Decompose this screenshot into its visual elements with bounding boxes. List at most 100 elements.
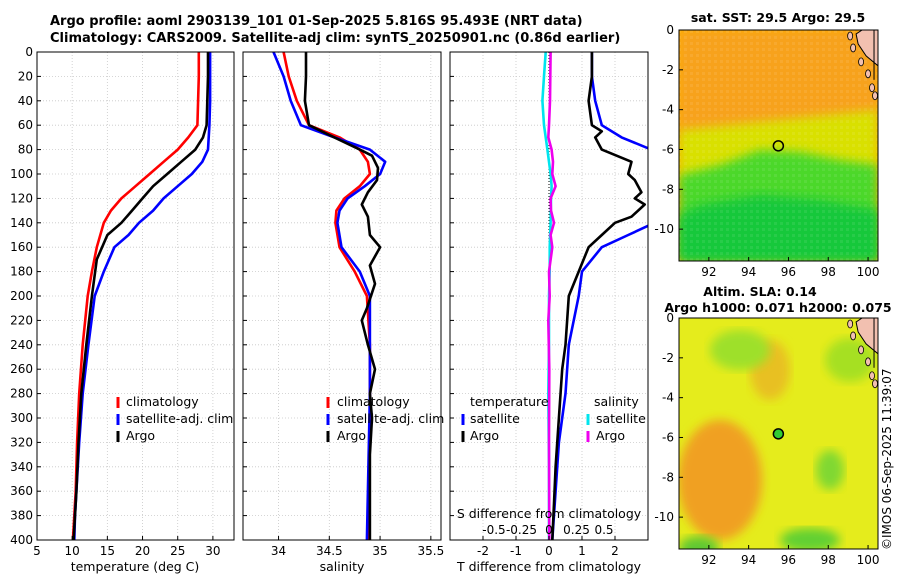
x-tick-label: 20 xyxy=(135,544,150,558)
series-clip xyxy=(541,52,648,540)
lat-tick-label: 0 xyxy=(666,311,674,325)
depth-tick-label: 340 xyxy=(10,460,33,474)
depth-tick-label: 300 xyxy=(10,411,33,425)
x-tick-label: -1 xyxy=(510,544,522,558)
series-clip xyxy=(71,52,212,540)
series-line-t-satellite xyxy=(551,52,648,540)
s-diff-tick-label: 0.25 xyxy=(563,523,590,537)
lat-tick-label: 0 xyxy=(666,23,674,37)
lon-tick-label: 94 xyxy=(741,265,756,279)
salinity-legend: climatology satellite-adj. clim Argo xyxy=(326,394,444,443)
lon-tick-label: 92 xyxy=(701,265,716,279)
series-line-climatology xyxy=(71,52,201,540)
sla-map-subtitle: Argo h1000: 0.071 h2000: 0.075 xyxy=(664,300,891,315)
lon-tick-label: 100 xyxy=(857,265,880,279)
depth-tick-label: 120 xyxy=(10,191,33,205)
sla-map-title: Altim. SLA: 0.14 xyxy=(703,284,817,299)
legend-s-satellite-label: satellite xyxy=(596,411,646,426)
temperature-frame xyxy=(36,51,235,541)
x-tick-label: 1 xyxy=(578,544,586,558)
legend-climatology-label: climatology xyxy=(126,394,199,409)
legend-satellite-label: satellite-adj. clim xyxy=(337,411,444,426)
x-tick-label: 34 xyxy=(271,544,286,558)
island xyxy=(872,91,878,101)
sst-map-ticks: 92 94 96 98 100 0 -2 -4 -6 -8 -10 xyxy=(654,23,879,279)
series-line-satellite-adj-clim xyxy=(272,52,387,540)
depth-tick-label: 400 xyxy=(10,533,33,547)
island xyxy=(869,371,875,381)
legend-t-argo-label: Argo xyxy=(470,428,499,443)
island xyxy=(865,69,871,79)
depth-tick-label: 320 xyxy=(10,435,33,449)
depth-tick-label: 280 xyxy=(10,387,33,401)
island xyxy=(850,331,857,341)
depth-tick-label: 60 xyxy=(18,118,33,132)
series-line-s-argo xyxy=(546,52,557,540)
sumatra-coast xyxy=(855,29,879,67)
island xyxy=(858,57,864,67)
x-tick-label: 34.5 xyxy=(316,544,343,558)
legend-salinity-heading: salinity xyxy=(594,394,639,409)
x-tick-label: 0 xyxy=(545,544,553,558)
lat-tick-label: -10 xyxy=(654,222,674,236)
lat-tick-label: -8 xyxy=(662,470,674,484)
salinity-panel: 34 34.5 35 35.5 salinity climatology satell… xyxy=(242,51,444,574)
sst-map-title: sat. SST: 29.5 Argo: 29.5 xyxy=(691,10,865,25)
difference-ticks: -2 -1 0 1 2 xyxy=(450,51,619,558)
figure-title-line1: Argo profile: aoml 2903139_101 01-Sep-20… xyxy=(50,14,583,29)
island xyxy=(872,379,878,389)
lon-tick-label: 96 xyxy=(781,265,796,279)
series-clip xyxy=(272,52,387,540)
x-tick-label: -2 xyxy=(477,544,489,558)
temperature-grid xyxy=(36,51,234,541)
sst-map: sat. SST: 29.5 Argo: 29.5 92 94 96 98 100 0 -2… xyxy=(654,10,879,279)
sdiff-xlabel: S difference from climatology xyxy=(457,506,642,521)
difference-legend: temperature satellite Argo salinity sate… xyxy=(461,394,646,443)
sla-map-ticks: 92 94 96 98 100 0 -2 -4 -6 -8 -10 xyxy=(654,311,879,567)
depth-tick-label: 160 xyxy=(10,240,33,254)
lon-tick-label: 100 xyxy=(857,553,880,567)
salinity-diff-ticks: -0.5 -0.25 0 0.25 0.5 xyxy=(482,523,613,537)
lat-tick-label: -4 xyxy=(662,391,674,405)
series-line-t-argo xyxy=(551,52,647,540)
x-tick-label: 35.5 xyxy=(417,544,444,558)
depth-tick-label: 0 xyxy=(25,45,33,59)
temperature-ticks: 0 20 40 60 80 100 120 140 160 180 200 220 240 260 280 3… xyxy=(10,45,220,558)
series-line-climatology xyxy=(282,52,372,540)
sla-map: Altim. SLA: 0.14 Argo h1000: 0.071 h2000… xyxy=(654,284,891,567)
temperature-xlabel: temperature (deg C) xyxy=(71,559,200,574)
s-diff-tick-label: 0 xyxy=(545,523,553,537)
depth-tick-label: 20 xyxy=(18,69,33,83)
legend-temperature-heading: temperature xyxy=(470,394,549,409)
depth-tick-label: 360 xyxy=(10,484,33,498)
legend-climatology-label: climatology xyxy=(337,394,410,409)
legend-t-satellite-label: satellite xyxy=(470,411,520,426)
imos-credit: ©IMOS 06-Sep-2025 11:39:07 xyxy=(880,368,894,550)
island xyxy=(847,31,854,41)
legend-satellite-label: satellite-adj. clim xyxy=(126,411,233,426)
figure-title-line2: Climatology: CARS2009. Satellite-adj cli… xyxy=(50,31,621,46)
depth-tick-label: 180 xyxy=(10,265,33,279)
island xyxy=(865,357,871,367)
s-diff-tick-label: -0.25 xyxy=(506,523,537,537)
lat-tick-label: -2 xyxy=(662,63,674,77)
temperature-series xyxy=(71,52,212,540)
depth-tick-label: 260 xyxy=(10,362,33,376)
temperature-legend: climatology satellite-adj. clim Argo xyxy=(116,394,233,443)
depth-tick-label: 100 xyxy=(10,167,33,181)
depth-tick-label: 220 xyxy=(10,313,33,327)
x-tick-label: 35 xyxy=(372,544,387,558)
temperature-panel: 0 20 40 60 80 100 120 140 160 180 200 220 240 260 280 3… xyxy=(10,45,235,574)
depth-tick-label: 80 xyxy=(18,143,33,157)
argo-position-marker xyxy=(772,140,785,152)
lat-tick-label: -4 xyxy=(662,103,674,117)
legend-s-argo-label: Argo xyxy=(596,428,625,443)
x-tick-label: 30 xyxy=(205,544,220,558)
depth-tick-label: 40 xyxy=(18,94,33,108)
island xyxy=(850,43,857,53)
salinity-series xyxy=(272,52,387,540)
x-tick-label: 15 xyxy=(100,544,115,558)
salinity-xlabel: salinity xyxy=(320,559,365,574)
x-tick-label: 5 xyxy=(33,544,41,558)
